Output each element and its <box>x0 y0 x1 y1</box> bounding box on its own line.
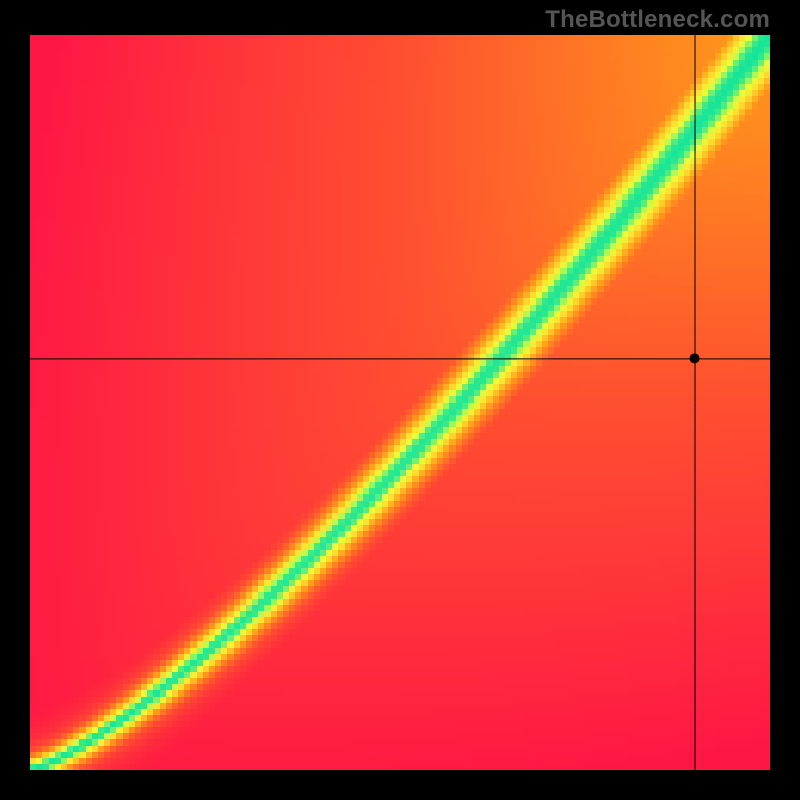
watermark-text: TheBottleneck.com <box>545 6 770 34</box>
bottleneck-heatmap <box>30 35 770 770</box>
chart-container: TheBottleneck.com <box>0 0 800 800</box>
